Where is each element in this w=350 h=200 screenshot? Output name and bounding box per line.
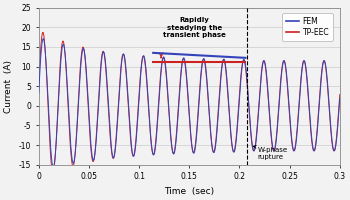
TP-EEC <box>37 85 41 87</box>
Text: W-phase
rupture: W-phase rupture <box>258 147 288 160</box>
TP-EEC <box>338 93 342 96</box>
TP-EEC <box>108 138 112 140</box>
Line: FEM: FEM <box>39 39 340 167</box>
FEM <box>172 153 176 155</box>
Legend: FEM, TP-EEC: FEM, TP-EEC <box>282 13 333 41</box>
FEM <box>110 151 114 153</box>
X-axis label: Time  (sec): Time (sec) <box>164 187 214 196</box>
FEM <box>150 150 154 152</box>
TP-EEC <box>107 114 111 116</box>
FEM <box>41 37 45 40</box>
Y-axis label: Current  (A): Current (A) <box>4 60 13 113</box>
TP-EEC <box>172 152 176 154</box>
FEM <box>107 109 111 111</box>
FEM <box>338 98 342 100</box>
TP-EEC <box>41 31 45 33</box>
FEM <box>37 92 41 95</box>
TP-EEC <box>150 151 154 153</box>
Text: Rapidly
steadying the
transient phase: Rapidly steadying the transient phase <box>163 17 226 38</box>
Line: TP-EEC: TP-EEC <box>39 32 340 173</box>
TP-EEC <box>110 153 114 155</box>
TP-EEC <box>51 172 55 174</box>
FEM <box>335 129 340 131</box>
TP-EEC <box>335 125 340 127</box>
FEM <box>108 133 112 136</box>
FEM <box>51 166 55 168</box>
